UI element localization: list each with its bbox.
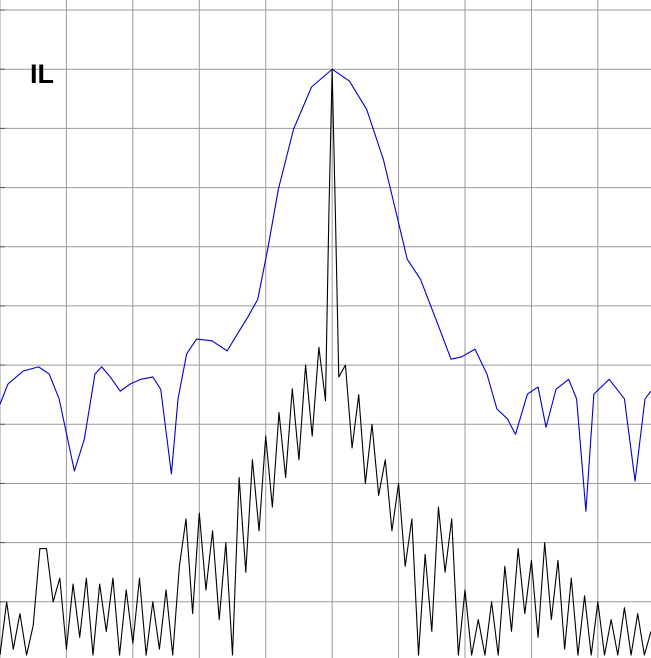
plot-area: [0, 68, 651, 656]
trace-label: IL: [30, 59, 54, 89]
series-line: [0, 68, 651, 512]
series-line: [0, 68, 651, 656]
